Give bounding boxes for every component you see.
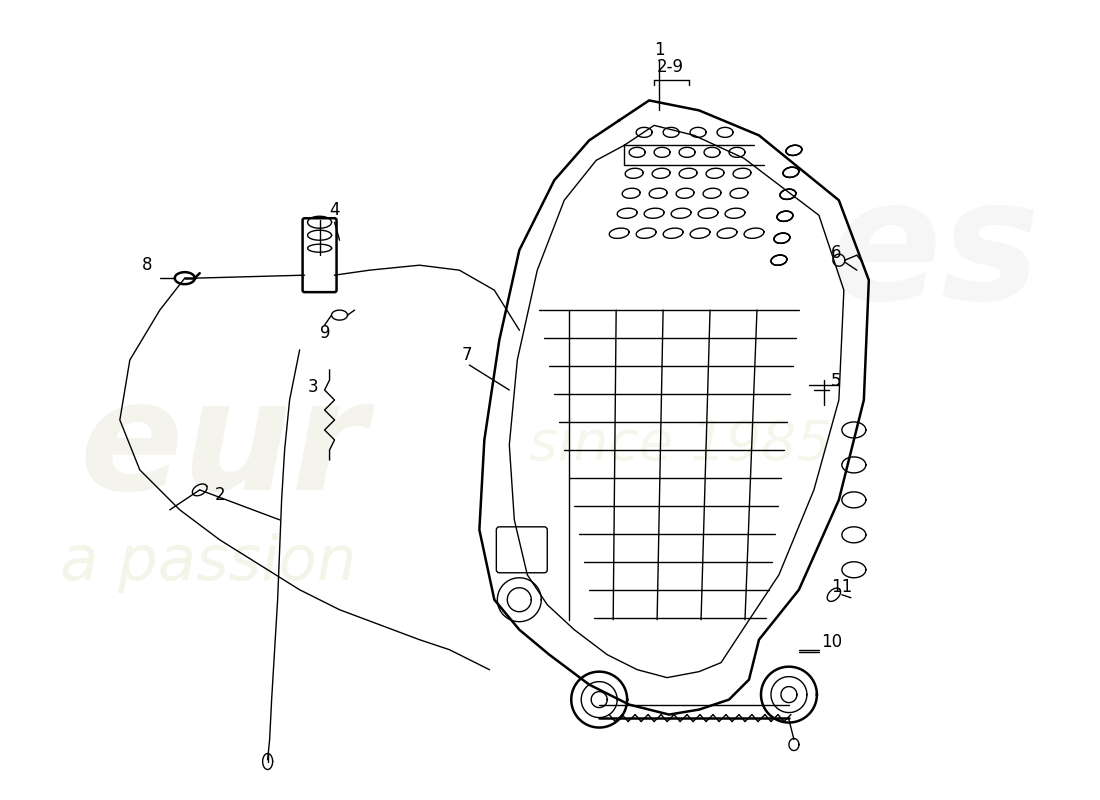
Text: 9: 9 <box>320 324 330 342</box>
Text: 7: 7 <box>461 346 472 364</box>
Text: a passion: a passion <box>59 533 356 593</box>
Text: 6: 6 <box>830 244 842 262</box>
Text: 2: 2 <box>214 486 225 504</box>
Text: 1: 1 <box>654 42 664 59</box>
Text: 2-9: 2-9 <box>657 58 684 77</box>
Text: 4: 4 <box>330 202 340 219</box>
Text: 11: 11 <box>830 578 852 596</box>
Text: 8: 8 <box>142 256 152 274</box>
Text: 10: 10 <box>821 633 842 650</box>
FancyBboxPatch shape <box>302 218 337 292</box>
Text: es: es <box>829 172 1041 335</box>
Text: since 1985: since 1985 <box>529 418 832 471</box>
Text: eur: eur <box>80 373 367 522</box>
FancyBboxPatch shape <box>496 527 548 573</box>
Text: 5: 5 <box>830 372 842 390</box>
Text: 3: 3 <box>308 378 318 396</box>
